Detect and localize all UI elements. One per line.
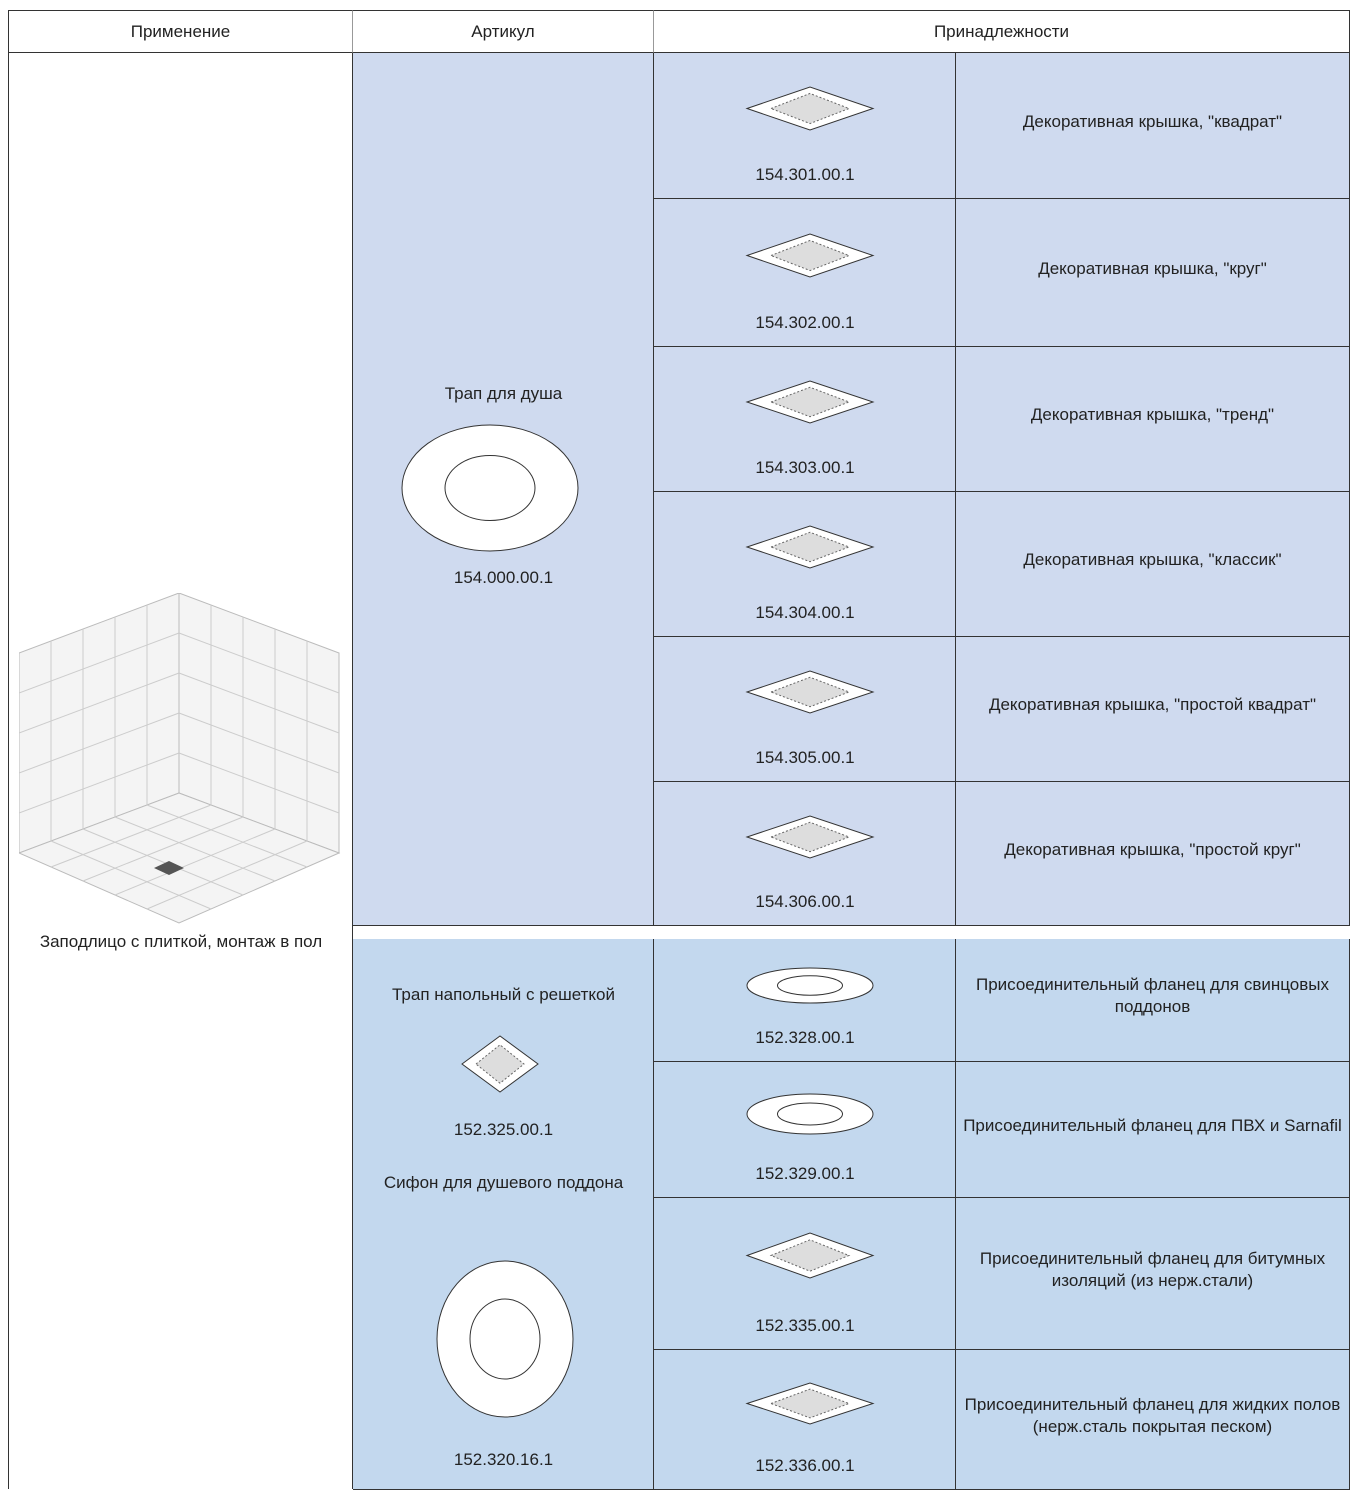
header-cell: Применение xyxy=(8,10,353,53)
product-image xyxy=(745,670,875,714)
accessory-description: Присоединительный фланец для свинцовых п… xyxy=(975,975,1329,1016)
accessory-description-cell: Присоединительный фланец для ПВХ и Sarna… xyxy=(956,1062,1350,1198)
accessory-description-cell: Присоединительный фланец для свинцовых п… xyxy=(956,939,1350,1062)
accessory-description: Декоративная крышка, "классик" xyxy=(1023,550,1282,569)
header-cell: Принадлежности xyxy=(654,10,1350,53)
accessory-description-cell: Присоединительный фланец для битумных из… xyxy=(956,1198,1350,1350)
accessory-description-cell: Декоративная крышка, "квадрат" xyxy=(956,53,1350,199)
accessory-description: Декоративная крышка, "круг" xyxy=(1038,258,1267,278)
header-cell: Артикул xyxy=(353,10,654,53)
article-code: 152.325.00.1 xyxy=(453,1120,554,1139)
product-image xyxy=(745,525,875,569)
application-text: Заподлицо с плиткой, монтаж в пол xyxy=(39,932,323,951)
accessory-code: 154.304.00.1 xyxy=(755,603,855,622)
article-name: Сифон для душевого поддона xyxy=(383,1173,624,1192)
article-code: 152.320.16.1 xyxy=(453,1450,554,1469)
product-image xyxy=(436,1260,574,1418)
accessory-code: 154.303.00.1 xyxy=(755,458,855,477)
accessory-code: 154.305.00.1 xyxy=(755,748,855,767)
product-image xyxy=(401,424,579,552)
accessory-description: Декоративная крышка, "простой квадрат" xyxy=(988,695,1317,714)
tile-illustration xyxy=(19,593,341,924)
article-name: Трап для душа xyxy=(444,384,563,403)
article-name: Трап напольный с решеткой xyxy=(391,985,616,1004)
accessory-code: 152.329.00.1 xyxy=(755,1164,855,1183)
accessory-description-cell: Декоративная крышка, "круг" xyxy=(956,199,1350,347)
product-image xyxy=(745,1382,875,1425)
product-image xyxy=(745,86,875,131)
product-image xyxy=(745,233,875,278)
accessory-code: 152.336.00.1 xyxy=(755,1456,855,1475)
accessory-description: Декоративная крышка, "квадрат" xyxy=(1022,111,1283,131)
accessory-code: 154.306.00.1 xyxy=(755,892,855,911)
accessory-description: Декоративная крышка, "простой круг" xyxy=(1004,839,1301,859)
accessory-description-cell: Декоративная крышка, "тренд" xyxy=(956,347,1350,492)
accessory-description-cell: Присоединительный фланец для жидких поло… xyxy=(956,1350,1350,1490)
application-cell: Заподлицо с плиткой, монтаж в пол xyxy=(8,53,353,1489)
product-image xyxy=(746,967,874,1004)
accessory-description-cell: Декоративная крышка, "классик" xyxy=(956,492,1350,637)
product-image xyxy=(745,1232,875,1279)
accessory-code: 154.302.00.1 xyxy=(755,313,855,332)
product-image xyxy=(745,380,875,424)
accessory-code: 152.328.00.1 xyxy=(755,1028,855,1047)
article-code: 154.000.00.1 xyxy=(453,568,554,587)
accessory-code: 154.301.00.1 xyxy=(755,165,855,184)
accessory-description-cell: Декоративная крышка, "простой круг" xyxy=(956,782,1350,926)
product-image xyxy=(746,1093,874,1135)
accessory-description: Присоединительный фланец для битумных из… xyxy=(979,1248,1326,1290)
accessory-description: Декоративная крышка, "тренд" xyxy=(1030,405,1275,424)
accessory-code: 152.335.00.1 xyxy=(755,1316,855,1335)
accessory-description-cell: Декоративная крышка, "простой квадрат" xyxy=(956,637,1350,782)
product-image xyxy=(461,1035,539,1093)
product-image xyxy=(745,815,875,859)
accessory-description: Присоединительный фланец для ПВХ и Sarna… xyxy=(963,1115,1342,1135)
accessory-description: Присоединительный фланец для жидких поло… xyxy=(964,1394,1341,1436)
